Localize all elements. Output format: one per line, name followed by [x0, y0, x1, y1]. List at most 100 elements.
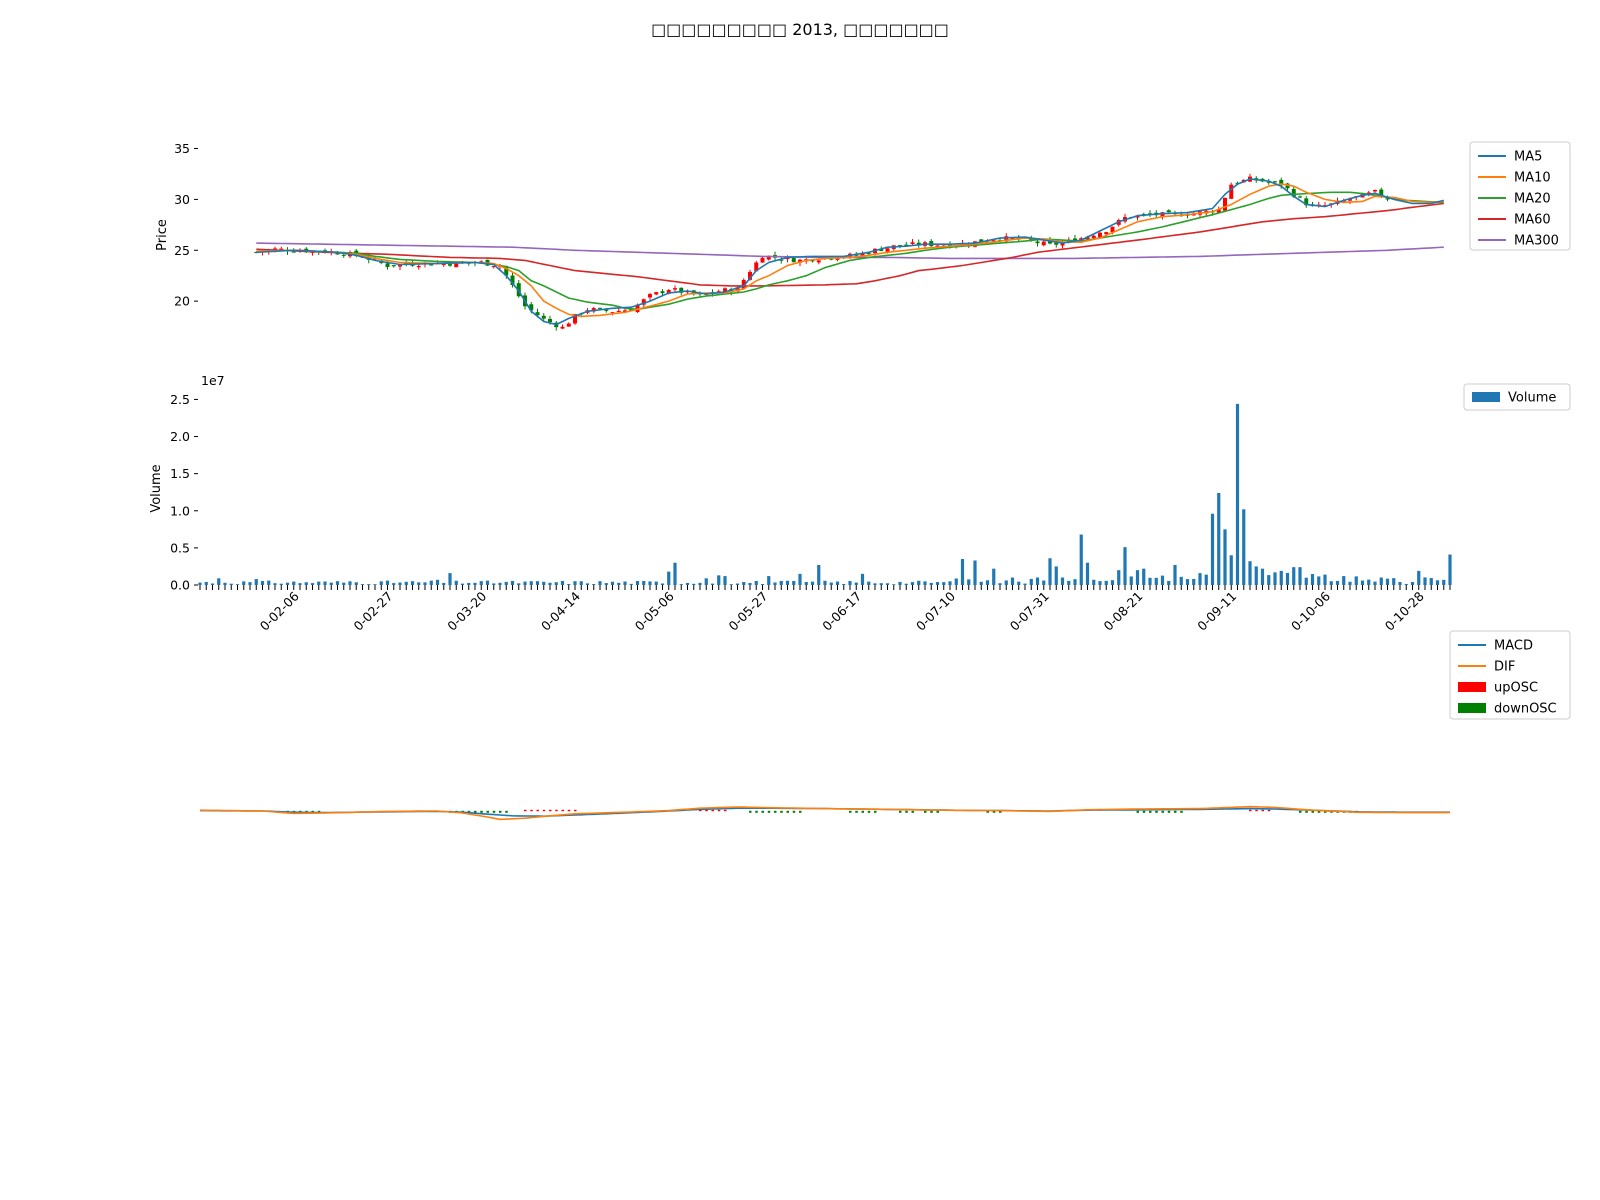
volume-bar — [448, 573, 452, 585]
volume-bar — [204, 581, 208, 585]
volume-axis-label: Volume — [149, 464, 164, 512]
legend-label-ma20: MA20 — [1514, 192, 1551, 207]
volume-bar — [1148, 577, 1152, 585]
date-tick-label: 0-10-06 — [1288, 588, 1333, 633]
candle-body — [1385, 198, 1390, 200]
volume-bar — [585, 583, 590, 585]
volume-bar — [267, 580, 271, 585]
volume-bar — [629, 583, 633, 585]
volume-bar — [223, 582, 227, 585]
candle-body — [798, 259, 802, 263]
candle-body — [1004, 236, 1009, 242]
candle-body — [885, 248, 890, 252]
candle-body — [1091, 235, 1096, 239]
volume-bar — [329, 582, 333, 585]
volume-bar — [373, 584, 377, 585]
volume-bar — [760, 584, 765, 585]
volume-ytick-label: 2.5 — [170, 392, 190, 407]
candle-body — [429, 264, 434, 266]
volume-bar — [1404, 583, 1408, 585]
volume-bar — [385, 580, 390, 585]
volume-bar — [1323, 574, 1327, 585]
volume-bar — [842, 583, 846, 585]
candle-body — [535, 312, 540, 316]
volume-bar — [973, 560, 977, 585]
macd-legend-box — [1449, 630, 1571, 720]
volume-bar — [1198, 573, 1202, 585]
volume-bar — [829, 582, 833, 585]
volume-bar — [1204, 574, 1208, 585]
volume-bar — [1335, 580, 1340, 585]
candle-body — [1379, 189, 1384, 197]
volume-bar — [1448, 554, 1452, 585]
volume-bar — [1042, 580, 1046, 585]
volume-bar — [1029, 578, 1033, 585]
volume-bar — [748, 583, 752, 585]
volume-bar — [348, 581, 352, 585]
candle-body — [1216, 209, 1221, 213]
volume-bar — [442, 582, 446, 585]
volume-bar — [1298, 567, 1302, 585]
candle-body — [779, 259, 784, 261]
volume-bar — [1179, 576, 1183, 585]
candle-body — [385, 263, 390, 267]
volume-bar — [1254, 566, 1258, 585]
volume-bar — [1142, 568, 1146, 585]
volume-bar — [1248, 561, 1252, 585]
candle-body — [816, 260, 821, 263]
price-ytick-label: 20 — [174, 294, 190, 309]
volume-bar — [392, 583, 396, 585]
candle-body — [741, 279, 746, 289]
legend-label-downosc: downOSC — [1494, 702, 1557, 717]
volume-bar — [1210, 513, 1215, 585]
date-tick-label: 0-05-06 — [632, 588, 677, 633]
volume-bar — [1373, 581, 1377, 585]
volume-bar — [729, 584, 733, 585]
volume-bar — [417, 582, 421, 585]
volume-bar — [579, 581, 583, 585]
price-legend-box — [1469, 141, 1571, 251]
candle-body — [835, 258, 840, 260]
volume-bar — [835, 581, 840, 585]
volume-bar — [798, 573, 802, 585]
volume-bar — [467, 582, 471, 585]
candle-body — [1279, 179, 1284, 186]
candle-body — [1010, 238, 1015, 240]
volume-bar — [1292, 567, 1296, 585]
candle-body — [898, 245, 902, 247]
volume-bar — [404, 581, 408, 585]
volume-bar — [935, 582, 940, 585]
volume-bar — [285, 582, 290, 585]
volume-bar — [367, 584, 371, 585]
volume-bar — [1135, 570, 1140, 585]
volume-bar — [1385, 578, 1390, 585]
candle-body — [254, 252, 259, 254]
volume-bar — [1054, 566, 1058, 585]
price-ytick-label: 25 — [174, 243, 190, 258]
volume-bar — [554, 582, 558, 585]
volume-bar — [335, 581, 340, 585]
candle-body — [510, 275, 515, 286]
volume-bar — [942, 582, 946, 585]
volume-bar — [317, 581, 321, 585]
candle-body — [573, 314, 577, 324]
candle-body — [623, 310, 627, 312]
volume-bar — [779, 580, 783, 585]
volume-bar — [904, 583, 908, 585]
volume-bar — [410, 581, 415, 585]
volume-bar — [979, 581, 983, 585]
candle-body — [860, 253, 865, 256]
volume-bar — [1304, 577, 1308, 585]
volume-bar — [767, 576, 771, 585]
volume-bar — [229, 583, 233, 585]
volume-bar — [1217, 492, 1221, 585]
candle-body — [1229, 184, 1234, 199]
candle-body — [604, 309, 609, 311]
volume-bar — [273, 583, 277, 585]
candle-body — [1029, 238, 1034, 241]
volume-bar — [423, 582, 427, 585]
volume-bar — [642, 580, 646, 585]
volume-bar — [1173, 564, 1177, 585]
legend-label-uposc: upOSC — [1494, 681, 1538, 696]
